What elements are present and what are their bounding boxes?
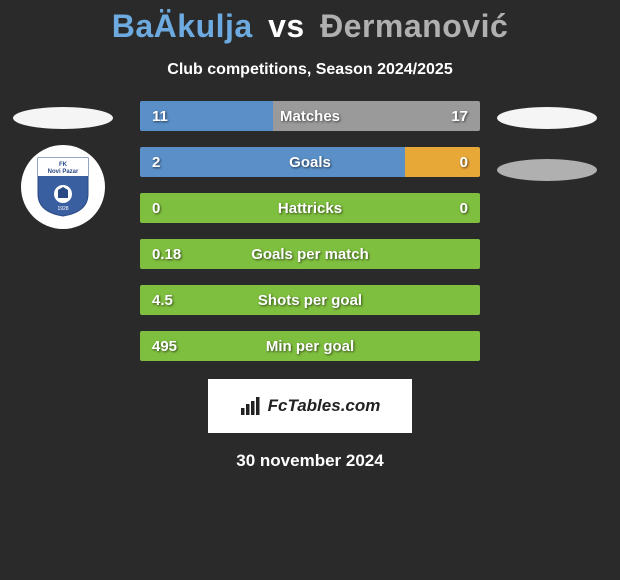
comparison-title: BaÄkulja vs Đermanović xyxy=(0,8,620,45)
stat-label: Shots per goal xyxy=(140,285,480,315)
stat-label: Goals xyxy=(140,147,480,177)
infographic-root: BaÄkulja vs Đermanović Club competitions… xyxy=(0,0,620,580)
stat-row: 495Min per goal xyxy=(140,331,480,361)
left-player-column: FK Novi Pazar 1928 xyxy=(8,107,118,229)
stats-table: 1117Matches 20Goals 00Hattricks 0.18Goals p… xyxy=(140,101,480,377)
svg-text:FK: FK xyxy=(59,162,68,168)
stat-row: 20Goals xyxy=(140,147,480,177)
player2-name: Đermanović xyxy=(320,8,508,44)
player1-name: BaÄkulja xyxy=(112,8,253,44)
svg-text:Novi Pazar: Novi Pazar xyxy=(48,169,79,175)
stat-label: Hattricks xyxy=(140,193,480,223)
player1-club-logo: FK Novi Pazar 1928 xyxy=(21,145,105,229)
date-label: 30 november 2024 xyxy=(0,451,620,471)
stat-row: 0.18Goals per match xyxy=(140,239,480,269)
stat-row: 00Hattricks xyxy=(140,193,480,223)
player1-oval-placeholder xyxy=(13,107,113,129)
brand-chart-icon xyxy=(240,396,262,416)
svg-text:1928: 1928 xyxy=(57,206,68,212)
club-shield-icon: FK Novi Pazar 1928 xyxy=(36,156,90,218)
right-player-column xyxy=(492,107,602,181)
stat-row: 1117Matches xyxy=(140,101,480,131)
player2-oval-placeholder-2 xyxy=(497,159,597,181)
stat-label: Goals per match xyxy=(140,239,480,269)
stat-label: Min per goal xyxy=(140,331,480,361)
brand-text: FcTables.com xyxy=(268,396,381,416)
stat-label: Matches xyxy=(140,101,480,131)
content-area: FK Novi Pazar 1928 1117Matches20Goals00H… xyxy=(0,107,620,367)
player2-oval-placeholder-1 xyxy=(497,107,597,129)
brand-box[interactable]: FcTables.com xyxy=(208,379,412,433)
subtitle: Club competitions, Season 2024/2025 xyxy=(0,61,620,79)
vs-label: vs xyxy=(268,8,305,44)
stat-row: 4.5Shots per goal xyxy=(140,285,480,315)
